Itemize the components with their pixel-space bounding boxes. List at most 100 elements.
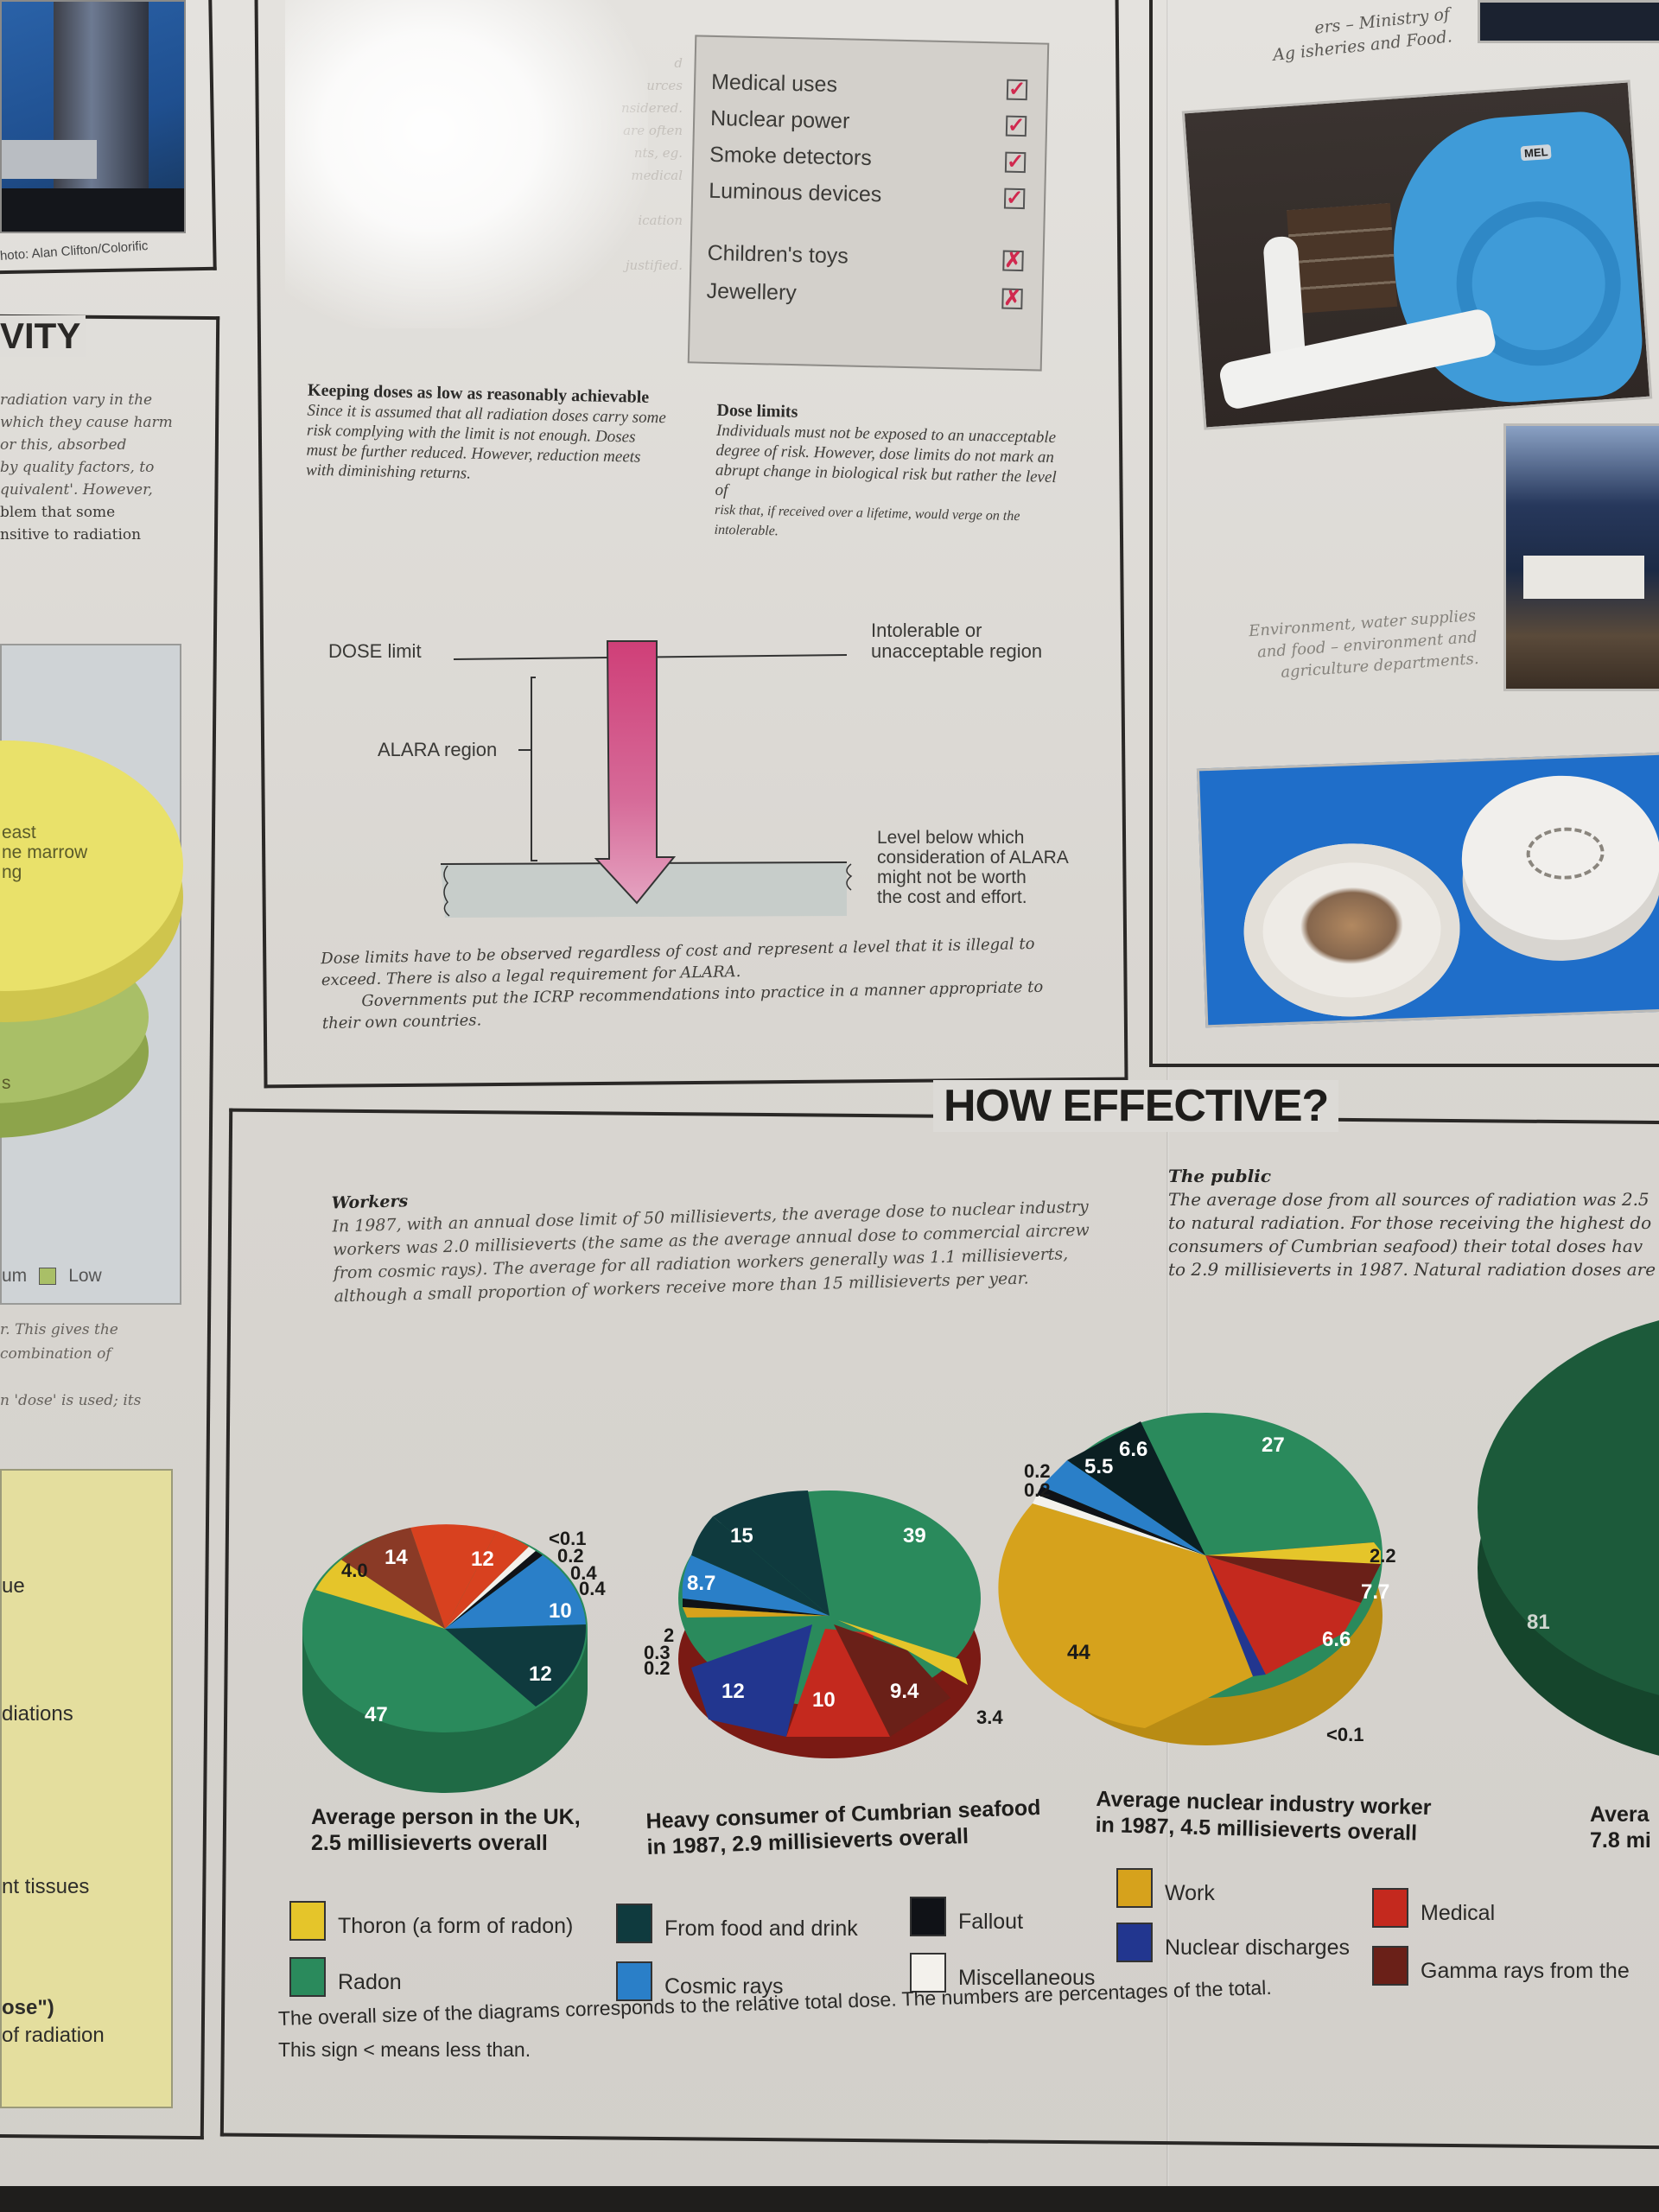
smoke-detector-photo bbox=[1196, 752, 1659, 1028]
radiotherapy-photo: MEL bbox=[1181, 79, 1653, 430]
intro-line: blem that some bbox=[0, 504, 116, 521]
light-glare bbox=[285, 0, 648, 328]
faded-line: d bbox=[674, 55, 683, 71]
caption-line: Average person in the UK, bbox=[311, 1805, 581, 1829]
legend-label: Fallout bbox=[958, 1910, 1024, 1934]
intro-line: radiation vary in the bbox=[0, 391, 153, 409]
machine-logo: MEL bbox=[1520, 143, 1553, 162]
checklist-row: Children's toys ✗ bbox=[707, 241, 1024, 273]
legend-swatch bbox=[616, 1961, 652, 2001]
building-shape bbox=[1523, 556, 1644, 599]
svg-text:14: 14 bbox=[385, 1546, 408, 1569]
legend-swatch bbox=[1116, 1923, 1153, 1962]
table-edge bbox=[0, 2186, 1659, 2212]
checklist-label: Luminous devices bbox=[708, 178, 882, 207]
dose-limit-notes: Dose limits have to be observed regardle… bbox=[321, 932, 1083, 1034]
legend-item-cosmic: Cosmic rays bbox=[616, 1961, 784, 2001]
cross-icon: ✗ bbox=[1002, 248, 1024, 272]
legend-item-misc: Miscellaneous bbox=[910, 1953, 1095, 1993]
workers-section: Workers In 1987, with an annual dose lim… bbox=[331, 1173, 1094, 1309]
legend-item-food: From food and drink bbox=[616, 1904, 858, 1943]
alara-region-label: ALARA region bbox=[378, 739, 498, 760]
pie-graphic: 15 39 8.7 12 10 9.4 3.4 2 0.3 0.2 bbox=[644, 1491, 1003, 1758]
legend-label: Medical bbox=[1421, 1901, 1496, 1925]
public-line: to 2.9 millisieverts in 1987. Natural ra… bbox=[1168, 1259, 1656, 1280]
caption-line: 2.5 millisieverts overall bbox=[311, 1831, 548, 1855]
svg-text:12: 12 bbox=[471, 1548, 494, 1571]
legend-label: Work bbox=[1165, 1881, 1215, 1905]
right-frame bbox=[1149, 0, 1659, 1067]
sensitivity-legend: um Low bbox=[2, 1266, 102, 1287]
tick-icon: ✓ bbox=[1005, 113, 1027, 137]
legend-item-work: Work bbox=[1116, 1868, 1215, 1908]
left-section-heading: VITY bbox=[0, 315, 86, 357]
dose-limits-body-small: risk that, if received over a lifetime, … bbox=[714, 502, 1020, 539]
ground-shape bbox=[2, 188, 184, 232]
intro-line: quivalent'. However, bbox=[0, 481, 153, 499]
left-frame-top bbox=[0, 0, 217, 275]
svg-text:0.3: 0.3 bbox=[644, 1642, 671, 1663]
pie-graphic: 14 12 4.0 10 12 47 <0.1 0.2 0.4 0.4 bbox=[302, 1524, 606, 1793]
intro-line: which they cause harm bbox=[0, 414, 173, 431]
pie-label: ng bbox=[2, 862, 22, 882]
intro-line: or this, absorbed bbox=[0, 436, 127, 454]
svg-text:0.2: 0.2 bbox=[1024, 1479, 1051, 1501]
legend-item-thoron: Thoron (a form of radon) bbox=[289, 1901, 573, 1941]
legend-swatch-low bbox=[39, 1268, 57, 1285]
left-caption: r. This gives the combination of n 'dose… bbox=[0, 1318, 173, 1413]
dose-limits-section: Dose limits Individuals must not be expo… bbox=[714, 401, 1062, 547]
legend-label: Nuclear discharges bbox=[1165, 1936, 1350, 1960]
legend-label-medium: um bbox=[2, 1266, 28, 1286]
checklist-row: Luminous devices ✓ bbox=[709, 179, 1026, 211]
checklist-row: Nuclear power ✓ bbox=[710, 106, 1027, 138]
caption-line: combination of bbox=[0, 1345, 111, 1363]
faded-line: urces bbox=[646, 78, 683, 93]
alara-body: Since it is assumed that all radiation d… bbox=[305, 401, 667, 483]
left-intro-text: radiation vary in the which they cause h… bbox=[0, 389, 177, 546]
public-heading: The public bbox=[1168, 1166, 1271, 1186]
below-line: consideration of ALARA bbox=[877, 848, 1069, 868]
pie-chart-uk-average: 14 12 4.0 10 12 47 <0.1 0.2 0.4 0.4 bbox=[302, 1521, 606, 1793]
public-section: The public The average dose from all sou… bbox=[1168, 1165, 1659, 1281]
svg-text:2.2: 2.2 bbox=[1370, 1545, 1396, 1567]
pie-caption-partial: Avera 7.8 mi bbox=[1590, 1802, 1651, 1853]
pie-chart-partial: 81 bbox=[1465, 1320, 1659, 1789]
public-line: consumers of Cumbrian seafood) their tot… bbox=[1168, 1236, 1643, 1256]
term-item: of radiation bbox=[2, 2024, 105, 2047]
checklist-row: Medical uses ✓ bbox=[711, 70, 1028, 102]
faded-line: ication bbox=[638, 213, 683, 228]
intro-line: by quality factors, to bbox=[0, 459, 155, 476]
cross-icon: ✗ bbox=[1001, 286, 1023, 310]
legend-label: Miscellaneous bbox=[958, 1966, 1096, 1990]
legend-item-discharges: Nuclear discharges bbox=[1116, 1923, 1350, 1962]
svg-text:0.2: 0.2 bbox=[557, 1545, 584, 1567]
svg-text:12: 12 bbox=[529, 1662, 552, 1686]
legend-item-fallout: Fallout bbox=[910, 1897, 1023, 1936]
legend-swatch bbox=[289, 1901, 326, 1941]
legend-item-gamma: Gamma rays from the bbox=[1372, 1946, 1630, 1986]
pie-chart-nuclear-worker: 6.6 5.5 27 2.2 7.7 6.6 44 <0.1 0.2 0.2 bbox=[998, 1400, 1417, 1767]
dose-limit-label: DOSE limit bbox=[328, 640, 422, 662]
top-photo bbox=[1478, 0, 1659, 43]
dose-terms-box: ue diations nt tissues ose") of radiatio… bbox=[0, 1469, 173, 2108]
svg-text:3.4: 3.4 bbox=[976, 1707, 1003, 1728]
legend-item-radon: Radon bbox=[289, 1957, 402, 1997]
svg-text:39: 39 bbox=[903, 1524, 926, 1548]
pie-label: east bbox=[2, 823, 36, 842]
pie-chart-cumbrian-seafood: 15 39 8.7 12 10 9.4 3.4 2 0.3 0.2 bbox=[639, 1478, 1003, 1776]
svg-text:2: 2 bbox=[664, 1624, 674, 1646]
dose-limits-body: Individuals must not be exposed to an un… bbox=[715, 421, 1057, 500]
legend-swatch bbox=[910, 1953, 946, 1993]
legend-swatch bbox=[289, 1957, 326, 1997]
legend-label: Radon bbox=[338, 1970, 402, 1994]
term-item: ue bbox=[2, 1574, 25, 1598]
checklist-label: Medical uses bbox=[710, 69, 838, 98]
svg-text:4.0: 4.0 bbox=[341, 1560, 368, 1581]
tick-icon: ✓ bbox=[1003, 186, 1026, 210]
section-title: HOW EFFECTIVE? bbox=[933, 1080, 1339, 1132]
svg-text:8.7: 8.7 bbox=[687, 1572, 715, 1595]
svg-text:6.6: 6.6 bbox=[1119, 1438, 1147, 1461]
legend-item-medical: Medical bbox=[1372, 1888, 1495, 1928]
footnote-line: This sign < means less than. bbox=[278, 2038, 531, 2061]
svg-text:7.7: 7.7 bbox=[1361, 1580, 1389, 1604]
